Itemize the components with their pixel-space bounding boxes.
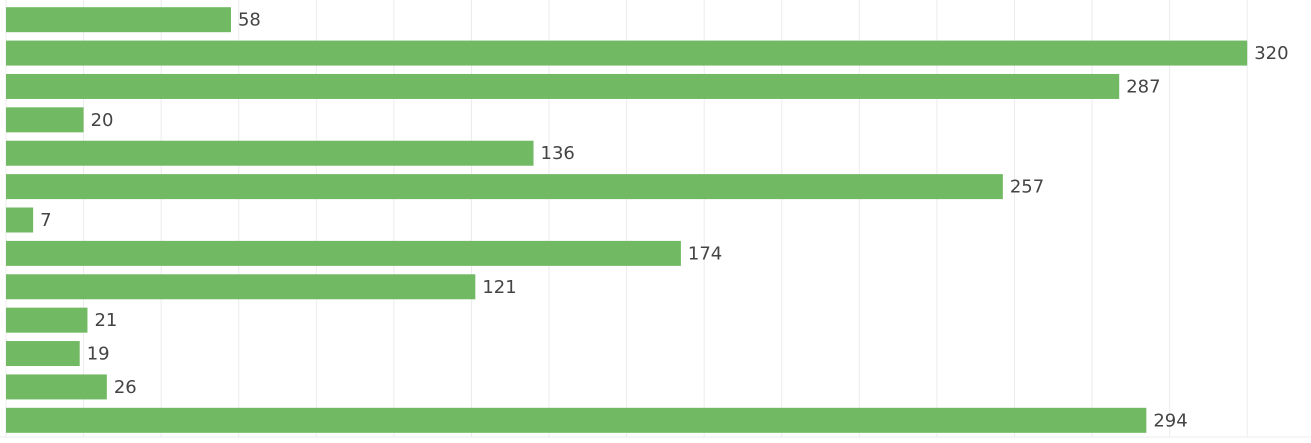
value-label: 294: [1153, 410, 1187, 431]
value-label: 19: [87, 344, 110, 365]
bar: [6, 107, 84, 133]
bar: [6, 240, 681, 266]
bar: [6, 73, 1120, 99]
bar: [6, 341, 80, 367]
value-label: 58: [238, 10, 261, 31]
value-label: 320: [1254, 43, 1288, 64]
bar: [6, 274, 476, 300]
value-label: 174: [688, 243, 722, 264]
bar: [6, 174, 1003, 200]
value-label: 7: [40, 210, 51, 231]
bar: [6, 140, 534, 166]
value-label: 287: [1126, 76, 1160, 97]
value-label: 257: [1010, 177, 1044, 198]
value-label: 26: [114, 377, 137, 398]
bar: [6, 207, 34, 233]
value-label: 121: [482, 277, 516, 298]
bar: [6, 40, 1248, 66]
value-label: 136: [541, 143, 575, 164]
bar: [6, 407, 1147, 433]
bar: [6, 374, 107, 400]
value-label: 20: [91, 110, 114, 131]
bar: [6, 7, 231, 33]
value-label: 21: [94, 310, 117, 331]
bar: [6, 307, 88, 333]
